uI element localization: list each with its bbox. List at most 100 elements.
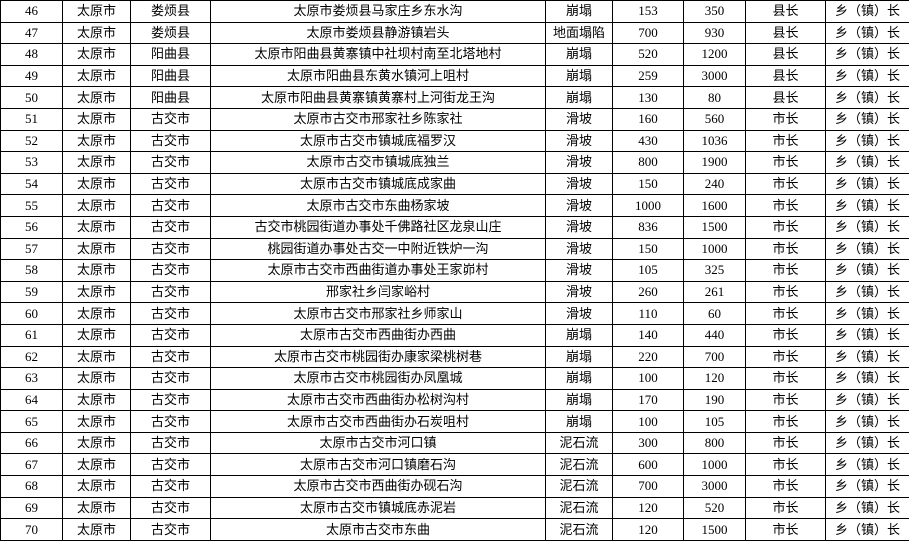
location: 太原市娄烦县静游镇岩头 bbox=[211, 22, 546, 44]
row-number: 67 bbox=[1, 454, 63, 476]
township-leader: 乡（镇）长 bbox=[826, 346, 909, 368]
county: 娄烦县 bbox=[131, 1, 211, 23]
threatened-people: 100 bbox=[613, 368, 684, 390]
county: 古交市 bbox=[131, 476, 211, 498]
city: 太原市 bbox=[63, 22, 131, 44]
row-number: 56 bbox=[1, 216, 63, 238]
row-number: 70 bbox=[1, 519, 63, 541]
responsible-leader: 市长 bbox=[746, 476, 826, 498]
threatened-property: 1200 bbox=[684, 44, 746, 66]
hazard-type: 泥石流 bbox=[546, 519, 613, 541]
threatened-property: 261 bbox=[684, 281, 746, 303]
location: 太原市古交市邢家社乡师家山 bbox=[211, 303, 546, 325]
threatened-property: 105 bbox=[684, 411, 746, 433]
city: 太原市 bbox=[63, 130, 131, 152]
threatened-people: 110 bbox=[613, 303, 684, 325]
township-leader: 乡（镇）长 bbox=[826, 1, 909, 23]
threatened-property: 350 bbox=[684, 1, 746, 23]
city: 太原市 bbox=[63, 260, 131, 282]
hazard-type: 崩塌 bbox=[546, 1, 613, 23]
threatened-people: 150 bbox=[613, 173, 684, 195]
county: 古交市 bbox=[131, 130, 211, 152]
location: 古交市桃园街道办事处千佛路社区龙泉山庄 bbox=[211, 216, 546, 238]
row-number: 51 bbox=[1, 108, 63, 130]
location: 太原市古交市镇城底福罗汉 bbox=[211, 130, 546, 152]
hazard-type: 崩塌 bbox=[546, 389, 613, 411]
responsible-leader: 县长 bbox=[746, 22, 826, 44]
city: 太原市 bbox=[63, 346, 131, 368]
city: 太原市 bbox=[63, 281, 131, 303]
county: 阳曲县 bbox=[131, 87, 211, 109]
city: 太原市 bbox=[63, 519, 131, 541]
county: 古交市 bbox=[131, 303, 211, 325]
row-number: 58 bbox=[1, 260, 63, 282]
threatened-property: 1000 bbox=[684, 238, 746, 260]
threatened-property: 325 bbox=[684, 260, 746, 282]
responsible-leader: 市长 bbox=[746, 195, 826, 217]
location: 太原市古交市西曲街办石炭咀村 bbox=[211, 411, 546, 433]
responsible-leader: 县长 bbox=[746, 1, 826, 23]
responsible-leader: 市长 bbox=[746, 368, 826, 390]
threatened-property: 1000 bbox=[684, 454, 746, 476]
city: 太原市 bbox=[63, 497, 131, 519]
location: 太原市古交市镇城底赤泥岩 bbox=[211, 497, 546, 519]
township-leader: 乡（镇）长 bbox=[826, 432, 909, 454]
township-leader: 乡（镇）长 bbox=[826, 281, 909, 303]
threatened-property: 440 bbox=[684, 324, 746, 346]
city: 太原市 bbox=[63, 432, 131, 454]
township-leader: 乡（镇）长 bbox=[826, 411, 909, 433]
hazard-type: 滑坡 bbox=[546, 303, 613, 325]
responsible-leader: 县长 bbox=[746, 87, 826, 109]
township-leader: 乡（镇）长 bbox=[826, 44, 909, 66]
hazard-type: 崩塌 bbox=[546, 346, 613, 368]
hazard-type: 滑坡 bbox=[546, 195, 613, 217]
county: 古交市 bbox=[131, 519, 211, 541]
township-leader: 乡（镇）长 bbox=[826, 454, 909, 476]
township-leader: 乡（镇）长 bbox=[826, 22, 909, 44]
township-leader: 乡（镇）长 bbox=[826, 195, 909, 217]
location: 太原市古交市东曲杨家坡 bbox=[211, 195, 546, 217]
row-number: 68 bbox=[1, 476, 63, 498]
threatened-people: 259 bbox=[613, 65, 684, 87]
hazard-type: 崩塌 bbox=[546, 44, 613, 66]
threatened-people: 600 bbox=[613, 454, 684, 476]
county: 古交市 bbox=[131, 497, 211, 519]
hazard-type: 滑坡 bbox=[546, 108, 613, 130]
row-number: 62 bbox=[1, 346, 63, 368]
hazard-type: 滑坡 bbox=[546, 260, 613, 282]
responsible-leader: 市长 bbox=[746, 411, 826, 433]
county: 古交市 bbox=[131, 238, 211, 260]
responsible-leader: 市长 bbox=[746, 432, 826, 454]
county: 古交市 bbox=[131, 368, 211, 390]
responsible-leader: 市长 bbox=[746, 130, 826, 152]
hazard-type: 泥石流 bbox=[546, 476, 613, 498]
threatened-property: 800 bbox=[684, 432, 746, 454]
row-number: 55 bbox=[1, 195, 63, 217]
threatened-property: 3000 bbox=[684, 65, 746, 87]
responsible-leader: 市长 bbox=[746, 260, 826, 282]
row-number: 50 bbox=[1, 87, 63, 109]
county: 古交市 bbox=[131, 432, 211, 454]
township-leader: 乡（镇）长 bbox=[826, 368, 909, 390]
threatened-people: 153 bbox=[613, 1, 684, 23]
responsible-leader: 市长 bbox=[746, 238, 826, 260]
county: 古交市 bbox=[131, 281, 211, 303]
row-number: 57 bbox=[1, 238, 63, 260]
township-leader: 乡（镇）长 bbox=[826, 87, 909, 109]
threatened-people: 1000 bbox=[613, 195, 684, 217]
threatened-people: 430 bbox=[613, 130, 684, 152]
row-number: 49 bbox=[1, 65, 63, 87]
county: 古交市 bbox=[131, 260, 211, 282]
responsible-leader: 市长 bbox=[746, 216, 826, 238]
